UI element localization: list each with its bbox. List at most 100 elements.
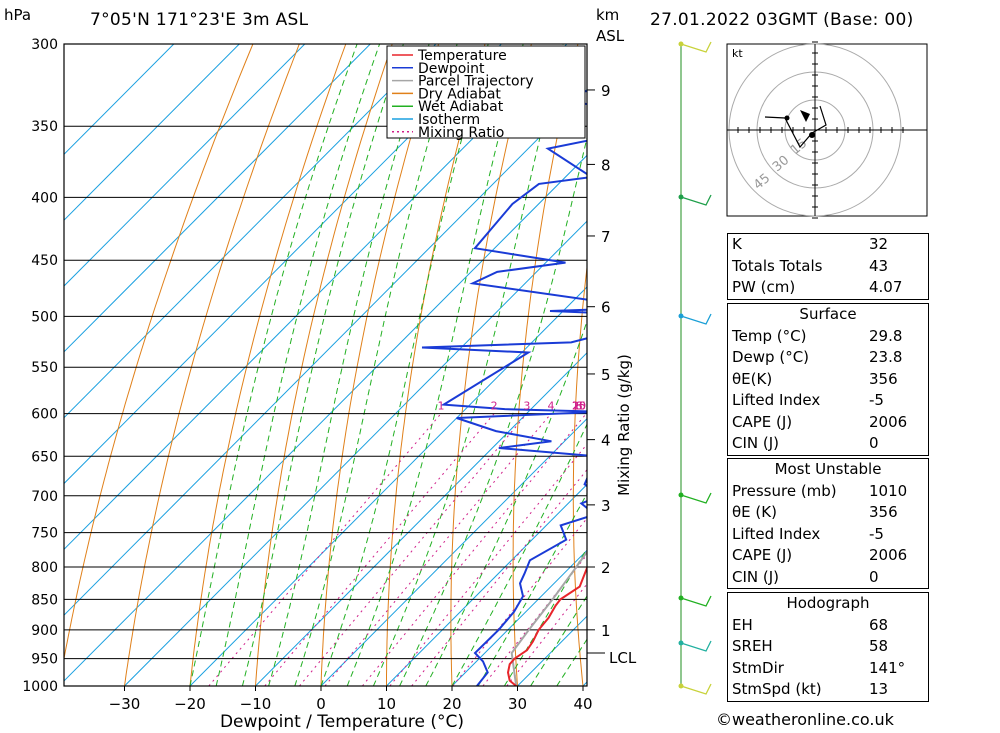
mixing-ratio-label: 20 xyxy=(572,400,586,413)
pressure-tick-label: 1000 xyxy=(22,679,58,695)
legend-entry-label: Dry Adiabat xyxy=(418,86,501,102)
pressure-tick-label: 650 xyxy=(31,449,58,465)
pressure-tick-label: 350 xyxy=(31,119,58,135)
panel-row-value: 356 xyxy=(869,369,898,388)
panel-row-value: 4.07 xyxy=(869,278,903,296)
location-title: 7°05'N 171°23'E 3m ASL xyxy=(90,10,309,30)
panel-row: CIN (J) 0 xyxy=(728,567,928,589)
panel-row-value: 1010 xyxy=(869,481,908,500)
legend-entry-label: Parcel Trajectory xyxy=(418,74,534,90)
legend-frame xyxy=(386,45,586,139)
panel-row: θE(K) 356 xyxy=(728,369,928,391)
height-tick-label: 4 xyxy=(601,432,611,450)
panel-row-label: θE(K) xyxy=(732,369,773,388)
lcl-label: LCL xyxy=(609,649,637,667)
panel-row-value: 58 xyxy=(869,637,889,655)
legend-entry-label: Dewpoint xyxy=(418,61,485,77)
hodograph-trace xyxy=(811,105,827,134)
most-unstable-panel: Most Unstable Pressure (mb) 1010 θE (K) 356 L… xyxy=(727,458,929,589)
hodograph-unit-label: kt xyxy=(732,47,743,60)
panel-row: PW (cm) 4.07 xyxy=(728,277,928,299)
datetime-title: 27.01.2022 03GMT (Base: 00) xyxy=(650,10,914,30)
panel-row-label: CAPE (J) xyxy=(732,412,793,431)
panel-row-label: CIN (J) xyxy=(732,567,780,586)
height-tick-label: 3 xyxy=(601,497,611,515)
wind-barb xyxy=(680,640,712,652)
panel-row: SREH 58 xyxy=(728,636,928,658)
panel-row: CAPE (J) 2006 xyxy=(728,545,928,567)
dewpoint-profile xyxy=(421,90,587,686)
pressure-tick-label: 400 xyxy=(31,190,58,206)
mixing-ratio-label: 15 xyxy=(572,400,586,413)
pressure-tick-label: 900 xyxy=(31,623,58,639)
legend-entry-label: Isotherm xyxy=(418,112,480,128)
temperature-tick-label: 10 xyxy=(377,695,396,713)
height-unit-label-asl: ASL xyxy=(596,27,625,45)
mixing-ratio-label: 3 xyxy=(523,400,530,413)
wind-barb xyxy=(680,41,712,53)
temperature-profile xyxy=(506,565,587,686)
dry-adiabat-line xyxy=(948,44,1000,686)
hodograph-panel: Hodograph EH 68 SREH 58 StmDir 141° StmSpd (kt)… xyxy=(727,592,929,702)
pressure-tick-label: 800 xyxy=(31,560,58,576)
isotherm-line xyxy=(64,44,371,353)
mixing-ratio-label: 4 xyxy=(548,400,555,413)
mixing-ratio-label: 1 xyxy=(438,400,445,413)
panel-row-label: StmDir xyxy=(732,658,784,677)
dry-adiabat-line xyxy=(512,44,579,686)
temperature-tick-label: 0 xyxy=(316,695,326,713)
legend-entry-label: Mixing Ratio xyxy=(418,125,504,141)
wind-barb xyxy=(680,683,712,695)
isotherm-line xyxy=(386,483,587,686)
panel-row-label: Lifted Index xyxy=(732,524,821,543)
wind-barb xyxy=(680,194,712,206)
panel-row-label: Temp (°C) xyxy=(732,326,807,345)
plot-frame xyxy=(63,43,588,687)
mixing-ratio-label: 6 xyxy=(576,400,583,413)
panel-row-label: CIN (J) xyxy=(732,434,780,452)
wet-adiabat-line xyxy=(320,44,489,686)
panel-row-value: -5 xyxy=(869,391,884,409)
wet-adiabat-line xyxy=(215,44,381,686)
pressure-tick-label: 950 xyxy=(31,652,58,668)
wind-barb xyxy=(680,595,712,607)
panel-row: Totals Totals 43 xyxy=(728,256,928,278)
panel-row: StmDir 141° xyxy=(728,658,928,680)
isotherm-line xyxy=(64,44,175,156)
mixing-ratio-label: 10 xyxy=(572,400,586,413)
indices-panel: K 32 Totals Totals 43 PW (cm) 4.07 xyxy=(727,233,929,300)
dry-adiabat-line xyxy=(189,44,347,686)
height-tick-label: 8 xyxy=(601,156,611,174)
panel-row-label: SREH xyxy=(732,637,773,655)
panel-row-label: CAPE (J) xyxy=(732,546,793,564)
temperature-tick-label: −10 xyxy=(240,695,272,713)
wind-barb xyxy=(680,313,712,325)
pressure-tick-label: 300 xyxy=(31,37,58,53)
panel-row: StmSpd (kt) 13 xyxy=(728,679,928,701)
pressure-tick-label: 700 xyxy=(31,489,58,505)
pressure-tick-label: 550 xyxy=(31,360,58,376)
panel-row-label: Totals Totals xyxy=(732,256,823,275)
legend-entry-label: Wet Adiabat xyxy=(418,99,504,115)
panel-row: EH 68 xyxy=(728,615,928,637)
panel-row-value: 13 xyxy=(869,680,889,698)
mixing-ratio-axis-label: Mixing Ratio (g/kg) xyxy=(615,354,633,496)
temperature-tick-label: 30 xyxy=(508,695,527,713)
pressure-unit-label: hPa xyxy=(4,6,32,24)
hodograph-trace xyxy=(764,116,813,149)
dry-adiabat-line xyxy=(632,44,671,686)
height-tick-label: 5 xyxy=(601,366,611,384)
panel-row: K 32 xyxy=(728,234,928,256)
panel-row-label: θE (K) xyxy=(732,503,777,521)
panel-title: Surface xyxy=(799,305,857,323)
surface-panel: Surface Temp (°C) 29.8 Dewp (°C) 23.8 θE(K) 35… xyxy=(727,303,929,456)
pressure-tick-label: 450 xyxy=(31,253,58,269)
isotherm-line xyxy=(64,44,306,287)
height-unit-label: km xyxy=(596,6,620,24)
x-axis-label: Dewpoint / Temperature (°C) xyxy=(220,712,464,732)
panel-row: Lifted Index -5 xyxy=(728,524,928,546)
panel-title: Hodograph xyxy=(786,594,870,612)
isotherm-line xyxy=(124,220,587,686)
panel-row-label: PW (cm) xyxy=(732,278,796,296)
